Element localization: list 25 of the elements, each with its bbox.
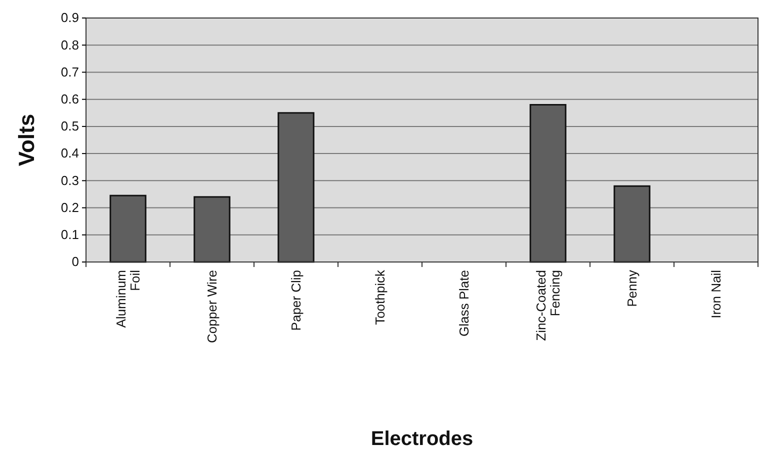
y-tick-label: 0.9 [60, 10, 79, 26]
bar [530, 104, 566, 263]
y-tick-label: 0.6 [60, 91, 79, 106]
x-tick-label: Iron Nail [708, 270, 724, 318]
bar [194, 196, 230, 263]
x-tick-label: Glass Plate [456, 270, 472, 336]
y-tick-label: 0.2 [60, 200, 79, 215]
bar [614, 185, 650, 263]
y-tick-label: 0.3 [60, 172, 79, 188]
y-axis-title: Volts [14, 114, 39, 166]
x-tick-label: Copper Wire [204, 270, 220, 343]
x-tick-label: Zinc-Coated Fencing [533, 270, 563, 341]
y-tick-label: 0.4 [60, 146, 79, 161]
y-tick-label: 0.8 [60, 37, 79, 52]
x-tick-label: Aluminum Foil [113, 270, 143, 328]
y-tick-label: 0.7 [60, 64, 79, 80]
bar [278, 112, 314, 263]
x-tick-label: Penny [624, 270, 640, 307]
x-tick-label: Paper Clip [288, 270, 304, 331]
y-tick-label: 0.5 [60, 118, 79, 134]
bar [110, 194, 146, 263]
y-tick-label: 0.1 [60, 227, 79, 242]
x-tick-label: Toothpick [372, 270, 388, 325]
y-tick-label: 0 [72, 254, 79, 270]
x-axis-title: Electrodes [370, 428, 474, 450]
